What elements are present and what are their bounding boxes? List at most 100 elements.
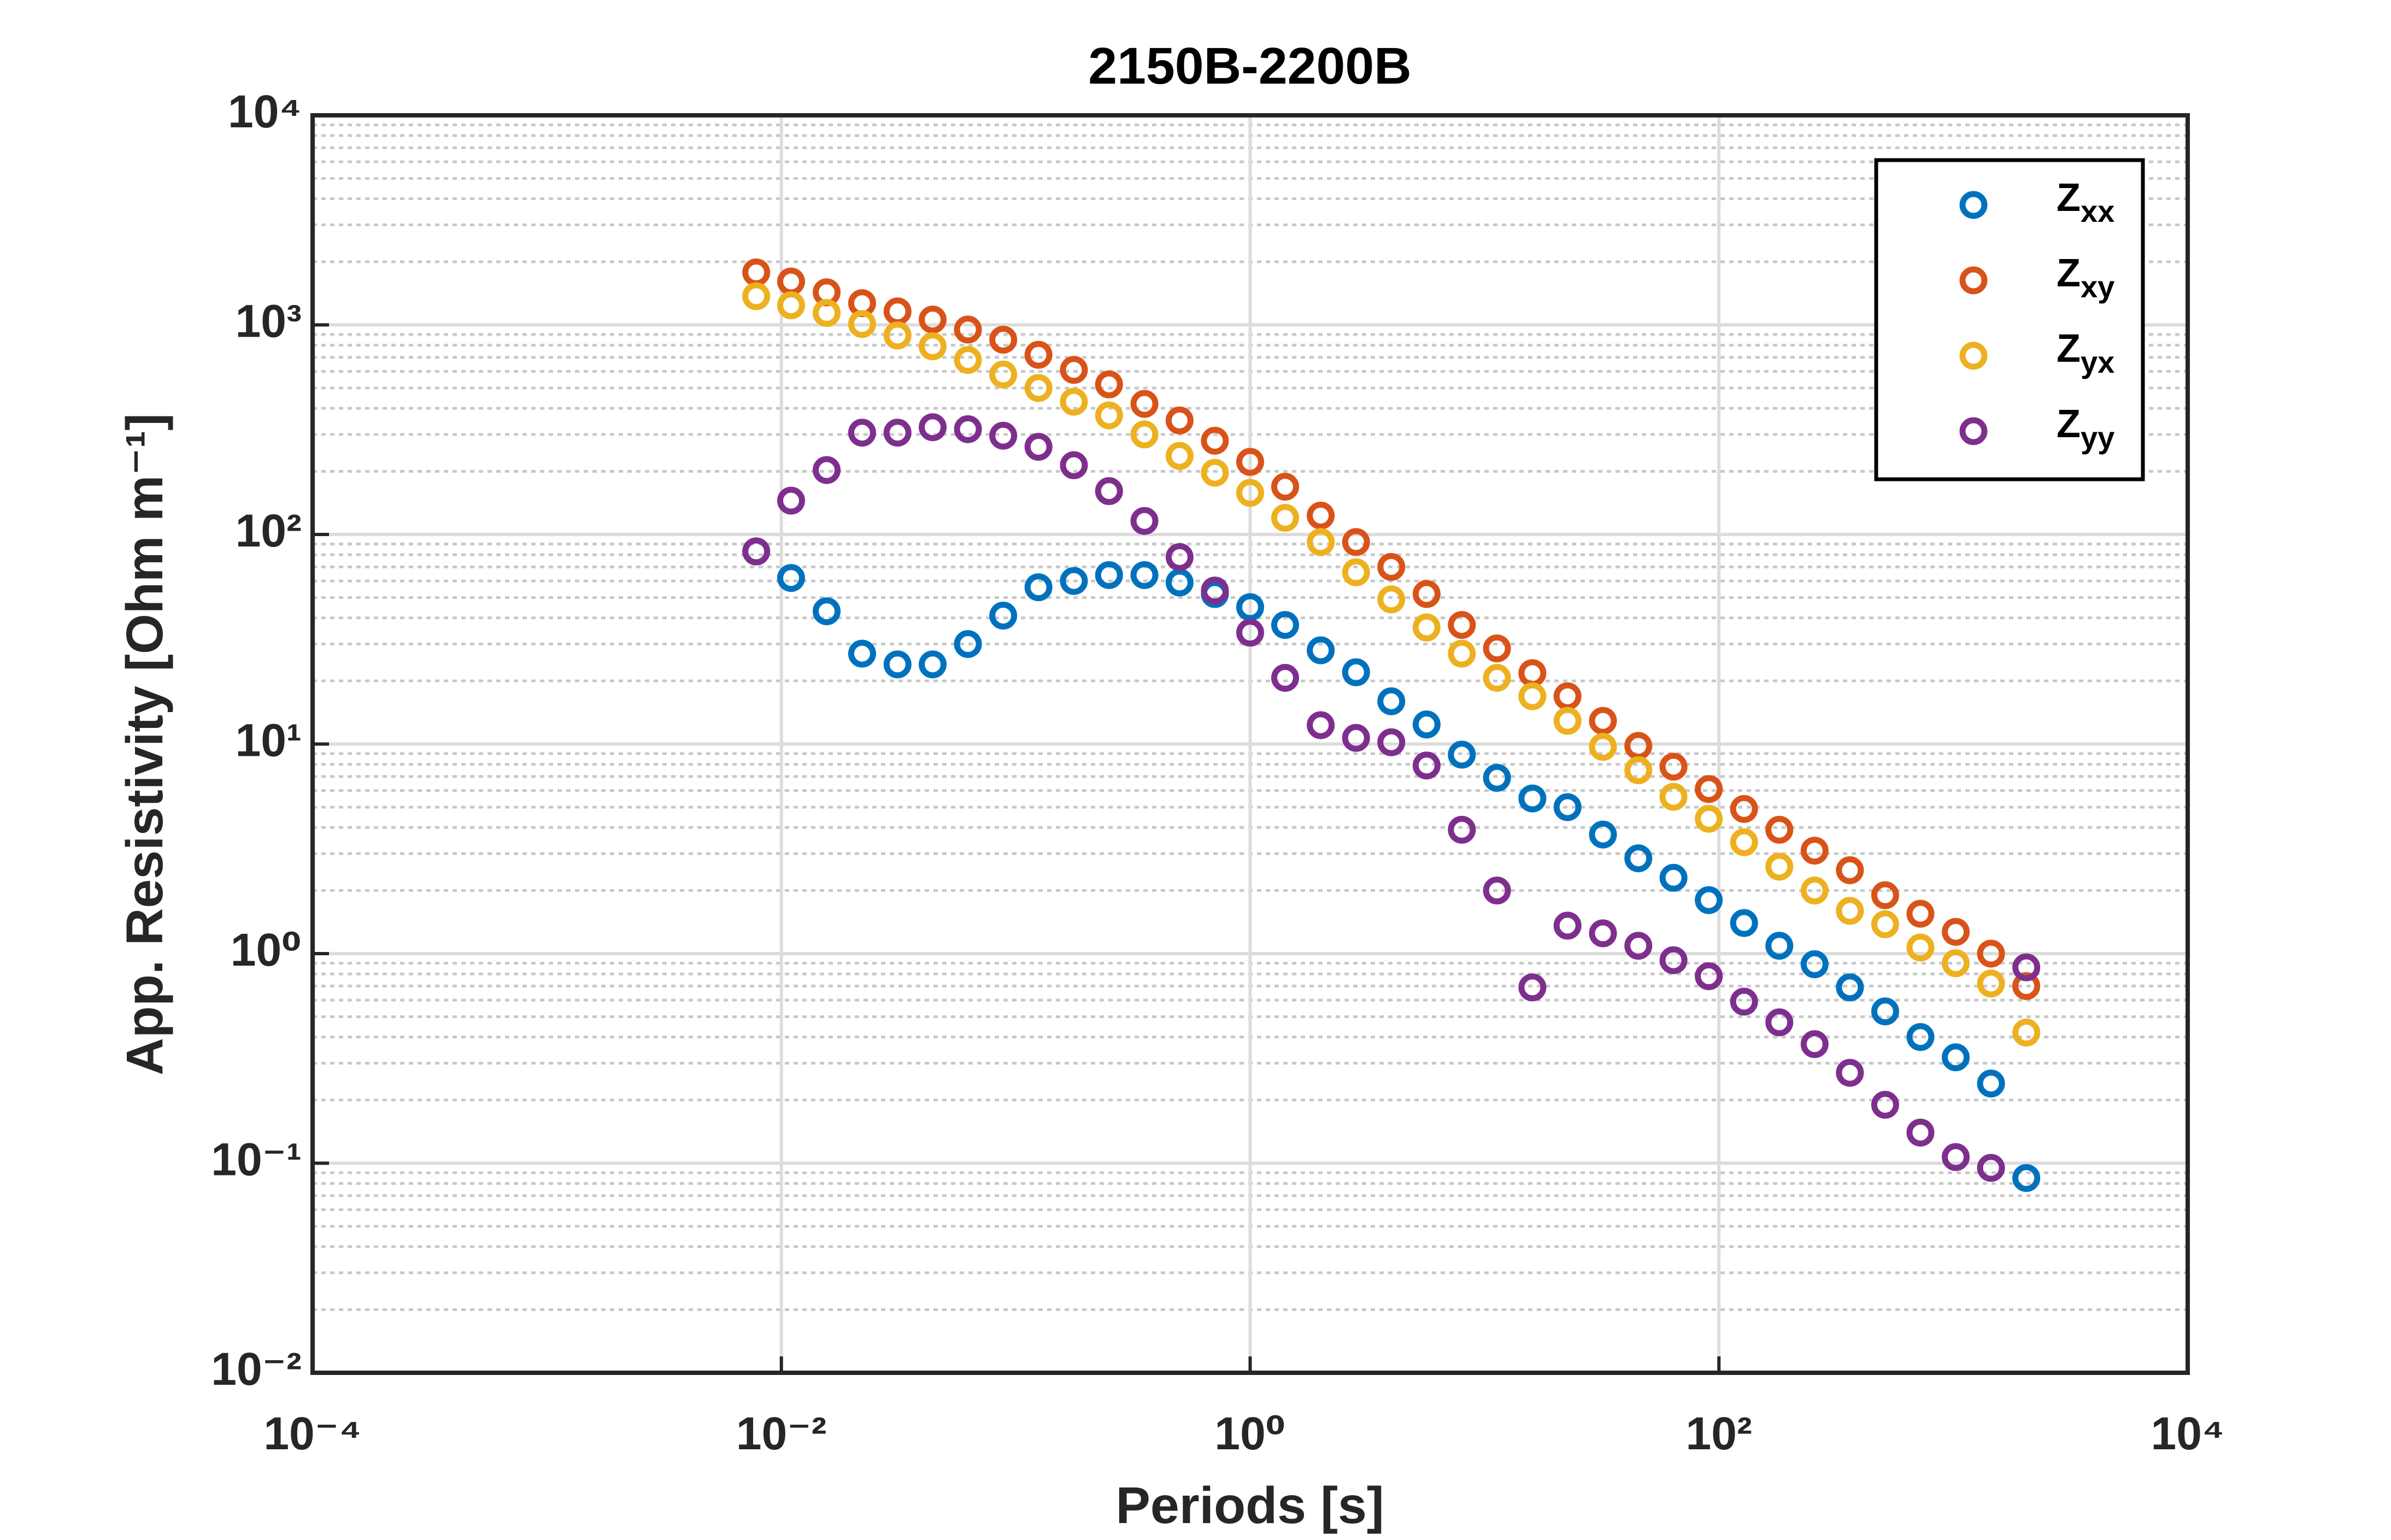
data-point — [1836, 973, 1864, 1002]
data-point — [2012, 1018, 2041, 1047]
data-point — [1377, 728, 1406, 756]
data-point — [1624, 932, 1653, 960]
legend-label: Zxy — [2057, 251, 2114, 304]
data-point — [1095, 561, 1123, 589]
y-tick-label: 10² — [236, 505, 302, 556]
data-point — [1130, 390, 1159, 418]
data-point — [1095, 401, 1123, 430]
data-point — [1977, 939, 2005, 968]
data-point — [1977, 969, 2005, 998]
data-point — [1236, 448, 1264, 476]
legend: Zxx Zxy Zyx Zyy — [1874, 158, 2145, 481]
data-point — [1165, 406, 1194, 434]
x-axis-label: Periods [s] — [1116, 1477, 1384, 1535]
data-point — [954, 630, 982, 659]
data-point — [1553, 912, 1582, 940]
data-point — [1095, 477, 1123, 506]
data-point — [1024, 573, 1053, 602]
data-point — [1236, 593, 1264, 621]
data-point — [919, 305, 947, 334]
data-point — [777, 291, 806, 320]
data-point — [742, 282, 771, 310]
data-point — [1060, 451, 1088, 479]
y-axis-label: App. Resistivity [Ohm m⁻¹] — [116, 413, 174, 1075]
data-point — [1942, 949, 1970, 978]
data-point — [777, 564, 806, 592]
data-point — [1659, 863, 1688, 892]
data-point — [848, 419, 876, 447]
data-point — [1448, 611, 1476, 639]
data-point — [1624, 756, 1653, 784]
data-point — [1624, 844, 1653, 873]
data-point — [1024, 374, 1053, 402]
data-point — [1695, 886, 1723, 914]
y-tick-label: 10⁴ — [228, 86, 302, 137]
legend-marker — [1959, 266, 1988, 295]
data-point — [1412, 580, 1441, 608]
y-tick-label: 10¹ — [236, 715, 302, 766]
data-point — [1871, 1091, 1899, 1119]
data-point — [1165, 442, 1194, 470]
y-tick-label: 10⁰ — [231, 924, 302, 975]
data-point — [1095, 370, 1123, 398]
legend-marker — [1959, 191, 1988, 219]
data-point — [1307, 502, 1335, 530]
data-point — [1060, 356, 1088, 384]
data-point — [1412, 613, 1441, 642]
data-point — [1024, 433, 1053, 461]
data-point — [1342, 724, 1370, 752]
data-point — [1906, 1023, 1935, 1051]
data-point — [1589, 919, 1617, 948]
data-point — [1060, 567, 1088, 595]
data-point — [1130, 420, 1159, 449]
data-point — [1448, 815, 1476, 844]
data-point — [2012, 1164, 2041, 1192]
data-point — [1060, 387, 1088, 416]
data-point — [1942, 918, 1970, 946]
axes-box — [310, 113, 2190, 1375]
data-point — [954, 415, 982, 443]
chart-title: 2150B-2200B — [1088, 37, 1412, 95]
data-point — [1871, 997, 1899, 1026]
legend-box — [1874, 158, 2145, 481]
data-point — [919, 650, 947, 679]
x-tick-label: 10⁴ — [2151, 1408, 2225, 1459]
data-point — [1448, 740, 1476, 769]
data-point — [1695, 962, 1723, 990]
data-point — [1342, 528, 1370, 556]
data-point — [1836, 1059, 1864, 1087]
data-point — [883, 419, 912, 447]
data-point — [1765, 932, 1794, 960]
data-point — [1483, 663, 1511, 692]
data-point — [1377, 687, 1406, 715]
data-point — [1518, 973, 1547, 1002]
data-point — [1800, 877, 1829, 905]
data-point — [1695, 775, 1723, 803]
data-point — [1377, 552, 1406, 581]
data-point — [1307, 711, 1335, 739]
data-point — [1483, 634, 1511, 662]
data-point — [1730, 909, 1758, 937]
legend-marker — [1959, 417, 1988, 445]
data-point — [883, 321, 912, 350]
data-point — [1977, 1069, 2005, 1098]
data-point — [1165, 543, 1194, 571]
data-point — [1906, 900, 1935, 928]
data-point — [813, 597, 841, 626]
data-point — [1800, 837, 1829, 865]
data-point — [1130, 507, 1159, 535]
data-point — [883, 650, 912, 679]
data-point — [1483, 877, 1511, 905]
data-point — [1589, 820, 1617, 849]
data-point — [1483, 763, 1511, 792]
data-point — [1589, 733, 1617, 761]
data-point — [1412, 710, 1441, 739]
data-point — [1871, 881, 1899, 909]
marks — [742, 258, 2041, 1192]
data-point — [919, 413, 947, 442]
data-point — [954, 315, 982, 344]
x-tick-label: 10⁰ — [1214, 1408, 1285, 1459]
data-point — [989, 601, 1018, 630]
